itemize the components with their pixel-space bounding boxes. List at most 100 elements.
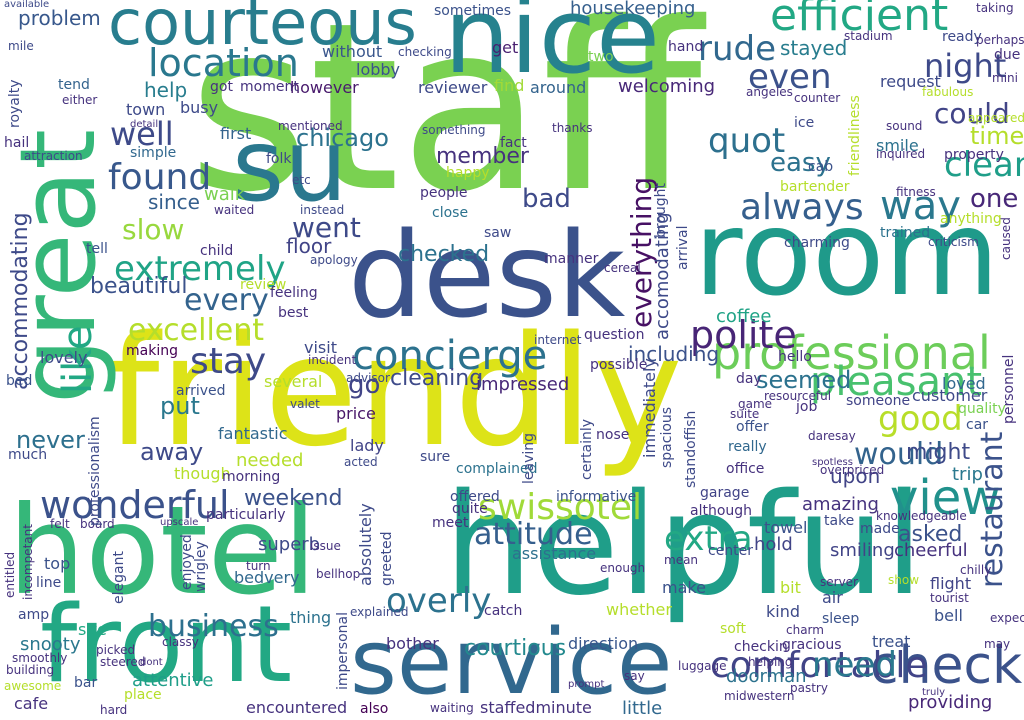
word-good: good (878, 399, 963, 439)
word-two: two (588, 49, 614, 65)
word-found: found (108, 157, 212, 198)
word-sure: sure (420, 449, 451, 465)
word-superb: superb (258, 534, 321, 555)
word-folk: folk (266, 151, 292, 167)
word-enough: enough (600, 561, 646, 575)
word-saw: saw (484, 225, 512, 241)
word-car: car (966, 417, 989, 433)
word-customer: customer (912, 386, 988, 405)
word-picked: picked (96, 643, 136, 657)
word-awesome: awesome (4, 679, 62, 693)
word-fabulous: fabulous (922, 85, 974, 99)
word-particularly: particularly (206, 507, 286, 523)
word-never: never (16, 426, 85, 454)
word-assistance: assistance (512, 544, 597, 563)
word-mile: mile (8, 39, 34, 53)
word-time: time (970, 122, 1024, 150)
word-might: might (906, 440, 971, 465)
word-since: since (148, 190, 200, 214)
word-thanks: thanks (552, 121, 593, 135)
word-attraction: attraction (24, 149, 83, 163)
word-incident: incident (308, 353, 357, 367)
word-reviewer: reviewer (418, 78, 488, 97)
word-expect: expect (990, 611, 1024, 625)
word-morning: morning (222, 469, 281, 485)
word-show: show (888, 573, 920, 587)
word-providing: providing (908, 692, 993, 713)
word-classy: classy (162, 635, 199, 649)
word-pastry: pastry (790, 681, 828, 695)
word-possible: possible (590, 357, 648, 373)
word-loved: loved (942, 374, 986, 393)
word-night: night (924, 47, 1007, 85)
word-put: put (160, 392, 200, 420)
word-courteous: courteous (108, 0, 417, 59)
word-waited: waited (214, 203, 255, 217)
word-arrival: arrival (675, 225, 691, 271)
word-courtious: courtious (464, 636, 567, 661)
word-staffedminute: staffedminute (480, 698, 592, 717)
word-weekend: weekend (244, 486, 343, 511)
word-welcoming: welcoming (618, 76, 716, 97)
word-server: server (820, 575, 858, 589)
word-lovely: lovely (40, 348, 88, 367)
word-attitude: attitude (474, 517, 593, 552)
word-excellent: excellent (128, 313, 265, 348)
word-midwestern: midwestern (724, 689, 795, 703)
word-easy: easy (770, 148, 831, 178)
word-su: su (232, 107, 348, 224)
word-trained: trained (880, 225, 931, 241)
word-review: review (240, 277, 287, 293)
word-wrigley: wrigley (193, 541, 209, 592)
word-tell: tell (86, 241, 108, 257)
word-say: say (624, 669, 645, 683)
word-lady: lady (350, 436, 384, 455)
word-thing: thing (290, 608, 332, 627)
word-wonderful: wonderful (40, 483, 230, 527)
word-waiting: waiting (430, 701, 474, 715)
word-doorman: doorman (726, 666, 807, 687)
word-cafe: cafe (14, 694, 49, 713)
word-hard: hard (100, 703, 128, 717)
word-girlfriends: caused (999, 217, 1013, 260)
word-valet: valet (290, 397, 320, 411)
word-soft: soft (720, 621, 747, 637)
word-trip: trip (952, 464, 983, 485)
word-office: office (726, 461, 765, 477)
word-may: may (984, 637, 1011, 651)
word-gracious: gracious (782, 637, 842, 653)
word-impressed: impressed (476, 374, 570, 395)
word-acted: acted (344, 455, 378, 469)
word-question: question (584, 327, 645, 343)
word-bit: bit (780, 578, 801, 597)
word-charm: charm (786, 623, 824, 637)
word-whether: whether (606, 600, 672, 619)
word-swissotel: swissotel (478, 487, 643, 528)
word-polite: polite (690, 313, 797, 357)
word-flight: flight (930, 574, 972, 593)
word-seemed: seemed (756, 366, 852, 394)
word-simple: simple (130, 145, 177, 161)
word-need: need (812, 645, 897, 685)
word-making: making (126, 343, 178, 359)
word-price: price (336, 404, 376, 423)
word-enjoyed: enjoyed (179, 534, 195, 590)
word-royalty: royalty (7, 79, 23, 128)
word-concierge: concierge (352, 333, 548, 379)
word-issue: issue (310, 539, 341, 553)
word-dont: dont (140, 657, 163, 668)
word-tv: checking (398, 45, 452, 59)
word-make: make (662, 578, 706, 597)
word-bar: bar (74, 675, 98, 691)
word-although: although (690, 503, 753, 519)
word-town: town (126, 100, 166, 119)
word-professionalism: professionalism (87, 416, 103, 526)
word-several: several (264, 372, 323, 391)
word-away: away (140, 438, 204, 466)
word-counter: counter (794, 91, 841, 105)
word-first: first (220, 124, 252, 143)
word-luggage: luggage (678, 659, 727, 673)
word-coffee: coffee (716, 306, 772, 327)
word-accomodating: accomodating (652, 212, 673, 340)
word-spacious: spacious (659, 406, 675, 468)
